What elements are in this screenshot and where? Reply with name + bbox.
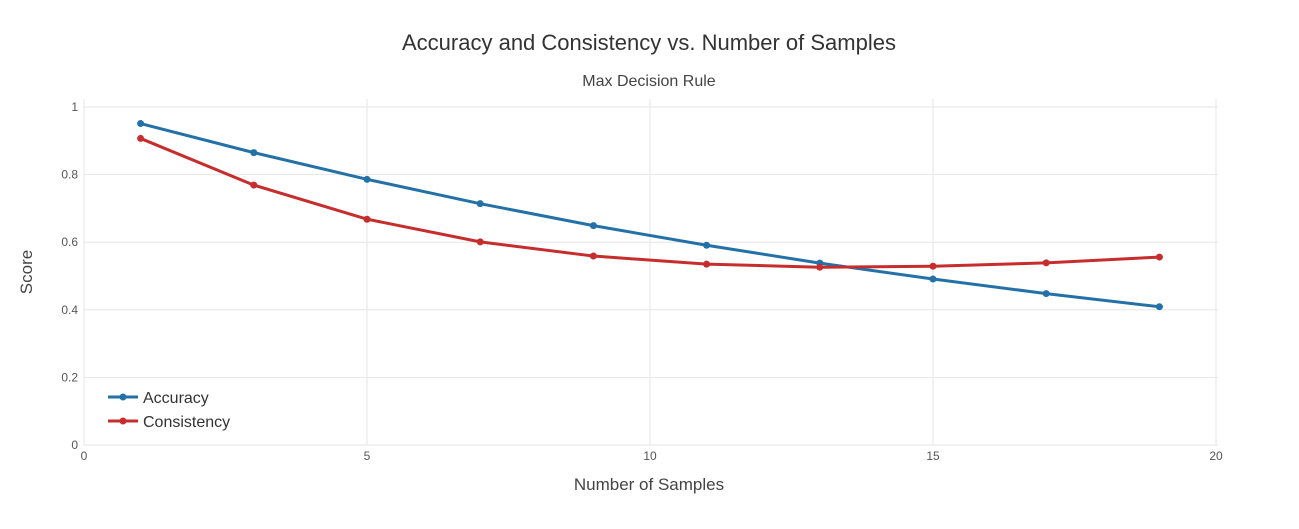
data-point-accuracy[interactable] <box>363 175 371 183</box>
data-point-consistency[interactable] <box>929 262 937 270</box>
data-point-consistency[interactable] <box>703 260 711 268</box>
data-point-consistency[interactable] <box>1042 259 1050 267</box>
chart-subtitle: Max Decision Rule <box>582 73 715 90</box>
legend-item-accuracy[interactable]: Accuracy <box>108 390 209 407</box>
y-tick-label: 1 <box>71 100 78 114</box>
series-consistency <box>137 134 1163 271</box>
data-point-consistency[interactable] <box>476 238 484 246</box>
data-point-consistency[interactable] <box>137 134 145 142</box>
legend-label: Accuracy <box>143 390 209 407</box>
series <box>137 120 1163 311</box>
data-point-accuracy[interactable] <box>929 275 937 283</box>
y-axis-label: Score <box>17 250 36 294</box>
y-tick-label: 0 <box>71 438 78 452</box>
data-point-accuracy[interactable] <box>703 241 711 249</box>
data-point-accuracy[interactable] <box>137 120 145 128</box>
y-tick-label: 0.2 <box>61 370 78 384</box>
legend-item-consistency[interactable]: Consistency <box>108 414 230 431</box>
data-point-accuracy[interactable] <box>1042 290 1050 298</box>
x-tick-label: 15 <box>926 449 940 463</box>
y-tick-label: 0.6 <box>61 235 78 249</box>
grid <box>83 99 1218 446</box>
legend-swatch-marker <box>119 393 127 401</box>
x-tick-label: 10 <box>643 449 657 463</box>
axis-ticks: 00.20.40.60.810 5 10 15 20 <box>61 100 1223 463</box>
data-point-accuracy[interactable] <box>476 200 484 208</box>
y-tick-label: 0.8 <box>61 168 78 182</box>
series-line-consistency <box>139 136 1161 269</box>
data-point-accuracy[interactable] <box>1155 303 1163 311</box>
data-point-accuracy[interactable] <box>250 149 258 157</box>
x-tick-label: 20 <box>1209 449 1223 463</box>
x-tick-label: 0 <box>81 449 88 463</box>
data-point-consistency[interactable] <box>363 215 371 223</box>
y-tick-label: 0.4 <box>61 303 78 317</box>
legend-label: Consistency <box>143 414 230 431</box>
data-point-consistency[interactable] <box>250 181 258 189</box>
legend[interactable]: Accuracy Consistency <box>108 390 230 431</box>
legend-swatch-marker <box>119 417 127 425</box>
x-tick-label: 5 <box>364 449 371 463</box>
chart-title: Accuracy and Consistency vs. Number of S… <box>402 30 896 55</box>
x-axis-label: Number of Samples <box>574 475 724 494</box>
series-accuracy <box>137 120 1163 311</box>
data-point-consistency[interactable] <box>1155 253 1163 261</box>
data-point-accuracy[interactable] <box>589 222 597 230</box>
series-line-accuracy <box>139 122 1161 309</box>
data-point-consistency[interactable] <box>589 252 597 260</box>
data-point-consistency[interactable] <box>816 263 824 271</box>
